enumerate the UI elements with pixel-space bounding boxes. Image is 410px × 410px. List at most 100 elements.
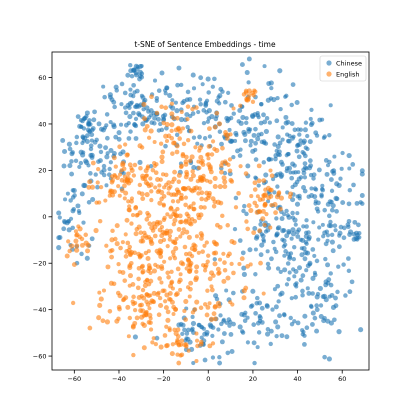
point-chinese [163, 88, 168, 93]
point-chinese [104, 112, 110, 117]
point-chinese [240, 114, 246, 120]
point-english [197, 145, 203, 151]
point-english [134, 315, 140, 321]
point-chinese [245, 163, 251, 169]
point-chinese [241, 271, 247, 278]
point-english [257, 228, 263, 234]
point-english [220, 145, 225, 151]
point-english [178, 272, 183, 277]
point-chinese [105, 135, 110, 141]
point-english [225, 253, 231, 259]
point-english [130, 299, 135, 304]
point-chinese [221, 331, 227, 336]
point-english [126, 334, 131, 339]
point-chinese [327, 199, 333, 205]
point-chinese [333, 228, 338, 233]
point-chinese [69, 171, 75, 177]
point-english [97, 302, 103, 309]
point-english [109, 254, 114, 260]
point-chinese [228, 115, 234, 121]
point-chinese [155, 116, 161, 122]
point-english [276, 190, 282, 195]
point-chinese [148, 164, 154, 169]
point-chinese [258, 252, 264, 258]
point-english [207, 179, 213, 185]
point-english [229, 261, 234, 266]
point-english [165, 212, 170, 217]
point-chinese [329, 292, 335, 298]
point-chinese [77, 164, 82, 170]
point-chinese [128, 62, 133, 68]
point-chinese [296, 154, 302, 160]
point-chinese [275, 95, 280, 101]
point-chinese [360, 201, 365, 206]
point-chinese [273, 304, 279, 310]
point-english [249, 194, 254, 199]
point-english [217, 270, 222, 275]
point-english [149, 225, 155, 231]
point-chinese [292, 319, 297, 324]
point-english [141, 101, 147, 107]
point-chinese [325, 163, 331, 168]
point-english [172, 217, 178, 223]
point-english [132, 320, 138, 326]
point-chinese [63, 197, 68, 202]
point-chinese [277, 68, 283, 74]
point-chinese [227, 323, 232, 328]
point-english [146, 263, 152, 268]
point-chinese [239, 62, 245, 68]
point-chinese [136, 111, 142, 117]
point-english [74, 232, 80, 238]
point-chinese [123, 110, 129, 116]
point-english [127, 273, 133, 279]
point-chinese [66, 227, 72, 233]
point-chinese [326, 223, 332, 229]
point-english [142, 116, 148, 122]
point-chinese [133, 70, 139, 76]
point-english [95, 180, 100, 185]
point-chinese [295, 142, 301, 148]
point-english [245, 226, 251, 232]
point-english [100, 318, 106, 324]
point-english [122, 183, 127, 189]
point-chinese [299, 252, 305, 258]
point-chinese [89, 138, 94, 143]
point-chinese [289, 102, 294, 108]
point-english [169, 135, 175, 141]
point-english [269, 173, 275, 179]
point-chinese [216, 327, 221, 332]
point-chinese [277, 313, 282, 319]
point-chinese [62, 148, 68, 154]
point-english [169, 122, 175, 128]
point-english [211, 311, 217, 317]
point-english [175, 199, 181, 204]
point-chinese [217, 355, 222, 360]
point-chinese [186, 327, 191, 333]
point-chinese [266, 157, 272, 163]
point-chinese [56, 245, 62, 251]
point-chinese [112, 104, 117, 110]
point-english [180, 152, 186, 157]
point-chinese [134, 88, 140, 94]
point-chinese [93, 172, 98, 177]
point-english [223, 130, 228, 135]
point-english [181, 227, 186, 232]
point-chinese [184, 97, 190, 103]
point-english [191, 206, 196, 212]
point-chinese [316, 237, 321, 242]
point-chinese [347, 166, 352, 171]
point-english [176, 189, 182, 195]
point-english [67, 248, 72, 254]
point-english [108, 248, 113, 254]
point-chinese [271, 239, 276, 245]
point-english [129, 168, 135, 174]
point-english [198, 212, 204, 218]
point-chinese [89, 152, 95, 158]
point-english [145, 164, 150, 169]
point-chinese [201, 120, 207, 126]
point-chinese [102, 94, 107, 100]
point-chinese [246, 56, 252, 62]
point-chinese [320, 183, 325, 188]
point-chinese [242, 203, 247, 209]
point-english [140, 287, 146, 293]
